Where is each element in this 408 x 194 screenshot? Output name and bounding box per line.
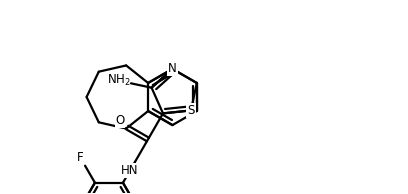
Text: N: N	[168, 62, 177, 75]
Text: O: O	[115, 114, 124, 127]
Text: NH$_2$: NH$_2$	[107, 73, 131, 88]
Text: HN: HN	[121, 164, 139, 177]
Text: S: S	[187, 104, 195, 117]
Text: F: F	[77, 151, 84, 164]
